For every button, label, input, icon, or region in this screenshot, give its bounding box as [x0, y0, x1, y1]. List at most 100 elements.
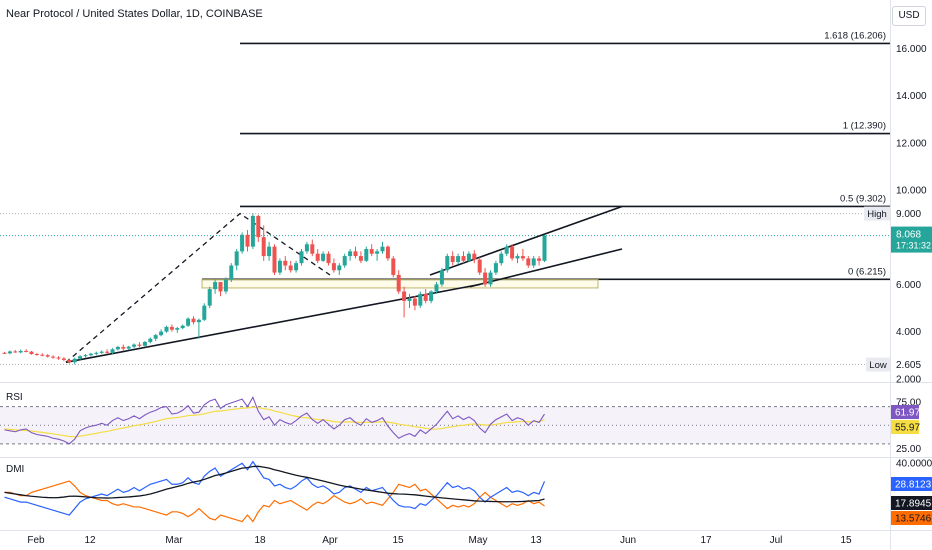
candle-body — [326, 253, 331, 264]
candle-body — [380, 246, 385, 252]
currency-button[interactable]: USD — [892, 6, 926, 26]
candle-body — [121, 346, 126, 349]
candle-body — [294, 263, 299, 271]
candle-body — [153, 335, 158, 339]
candle-body — [99, 351, 104, 353]
candle-body — [342, 256, 347, 266]
price-tick-label: 10.000 — [896, 185, 927, 196]
time-tick-label: 15 — [392, 535, 404, 546]
candle-body — [272, 246, 277, 273]
last-price-box — [891, 226, 932, 253]
candle-body — [261, 237, 266, 257]
last-price-label: 8.068 — [896, 230, 921, 241]
candle-body — [148, 338, 153, 342]
candle-body — [331, 263, 336, 271]
candle-body — [18, 350, 23, 353]
di-plus-value-label: 28.8123 — [895, 480, 932, 491]
candle-body — [105, 351, 110, 353]
candle-body — [115, 346, 120, 350]
candle-body — [202, 305, 207, 320]
candle-body — [51, 356, 56, 358]
time-tick-label: Apr — [322, 535, 338, 546]
dmi-tick-label: 40.0000 — [896, 459, 932, 470]
candle-body — [402, 291, 407, 301]
rsi-line — [4, 396, 545, 445]
price-tick-label: 6.000 — [896, 280, 921, 291]
channel-upper-line — [429, 205, 623, 276]
price-tick-label: 4.000 — [896, 327, 921, 338]
candle-body — [213, 282, 218, 290]
candle-body — [456, 256, 461, 262]
candle-body — [142, 341, 147, 346]
time-tick-label: May — [469, 535, 488, 546]
candle-body — [299, 251, 304, 264]
candle-body — [229, 265, 234, 280]
candle-body — [385, 246, 390, 259]
candle-body — [315, 253, 320, 261]
candle-body — [466, 253, 471, 261]
candle-body — [369, 248, 374, 254]
dmi-pane-title: DMI — [6, 464, 25, 475]
candle-body — [504, 246, 509, 254]
di-minus-line — [4, 480, 545, 523]
low-label-bg — [866, 357, 890, 372]
time-tick-label: Mar — [165, 535, 183, 546]
fib-level-label: 0 (6.215) — [848, 266, 886, 277]
rsi-tick-label: 25.00 — [896, 444, 921, 455]
fib-level-label: 1.618 (16.206) — [824, 30, 886, 41]
candle-body — [61, 358, 66, 360]
high-value-label: 9.000 — [896, 209, 921, 220]
low-label: Low — [869, 360, 887, 371]
candle-body — [240, 234, 245, 252]
candle-body — [207, 289, 212, 306]
time-tick-label: 15 — [840, 535, 852, 546]
candle-body — [234, 251, 239, 266]
candle-body — [164, 326, 169, 332]
candle-body — [94, 352, 99, 354]
candle-body — [34, 354, 39, 356]
candle-body — [29, 351, 34, 355]
candle-body — [132, 344, 137, 347]
di-plus-line — [4, 460, 546, 516]
candle-body — [434, 284, 439, 292]
candle-body — [288, 265, 293, 271]
rsi-tick-label: 75.00 — [896, 397, 921, 408]
candle-body — [407, 298, 412, 301]
chart-title: Near Protocol / United States Dollar, 1D… — [6, 8, 263, 20]
high-label-bg — [864, 206, 890, 221]
candle-body — [83, 355, 88, 357]
candle-body — [439, 270, 444, 285]
ascending-trendline — [65, 283, 481, 364]
candle-body — [223, 279, 228, 292]
candle-body — [283, 260, 288, 266]
candle-body — [429, 291, 434, 301]
time-tick-label: Feb — [27, 535, 45, 546]
candle-body — [520, 256, 525, 259]
rsi-ma-line — [4, 406, 545, 438]
candle-body — [110, 349, 115, 353]
time-tick-label: 13 — [530, 535, 542, 546]
candle-body — [472, 253, 477, 260]
candle-body — [483, 272, 488, 285]
candle-body — [445, 256, 450, 271]
candle-body — [477, 259, 482, 273]
candle-body — [40, 354, 45, 356]
candle-body — [499, 253, 504, 264]
candle-body — [45, 355, 50, 357]
channel-lower-line — [469, 248, 623, 288]
time-tick-label: Jul — [770, 535, 783, 546]
rsi-value-box — [891, 405, 919, 419]
candle-body — [196, 319, 201, 323]
candle-body — [78, 356, 83, 359]
candle-body — [461, 256, 466, 261]
candle-body — [277, 260, 282, 273]
candle-body — [256, 215, 261, 238]
candle-body — [515, 256, 520, 259]
low-value-label: 2.605 — [896, 360, 921, 371]
candle-body — [56, 357, 61, 359]
candle-body — [531, 258, 536, 266]
candle-body — [537, 258, 542, 261]
candle-body — [391, 258, 396, 275]
candle-body — [304, 244, 309, 252]
